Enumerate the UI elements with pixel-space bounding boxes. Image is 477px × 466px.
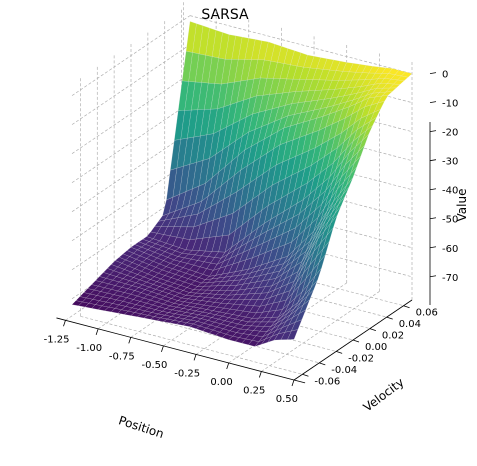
x-axis-label: Position [117, 413, 166, 441]
surface-cell [162, 196, 174, 216]
x-tick-mark [63, 320, 66, 327]
z-tick-mark [429, 217, 437, 220]
grid-line-z-left [71, 131, 191, 212]
grid-line-y-floor [114, 293, 337, 352]
y-tick-mark [386, 316, 393, 320]
x-tick-label: 0.50 [276, 394, 298, 405]
z-tick-mark [429, 101, 437, 104]
y-tick-mark [302, 373, 309, 377]
z-tick-mark [429, 130, 437, 133]
grid-line-z-back [189, 102, 413, 162]
grid-line-y-floor [130, 281, 354, 341]
x-tick-mark [95, 328, 99, 335]
z-tick-label: -40 [442, 186, 458, 197]
z-tick-label: -50 [442, 215, 458, 226]
y-tick-mark [352, 339, 360, 343]
grid-line-z-left [71, 102, 191, 183]
grid-line-z-left [71, 73, 191, 154]
grid-line-z-back [189, 218, 413, 278]
y-tick-label: 0.06 [416, 308, 438, 319]
y-tick-label: 0.00 [365, 342, 387, 353]
z-tick-label: -60 [442, 244, 458, 255]
grid-line-z-back [189, 131, 413, 191]
y-tick-label: -0.06 [314, 376, 340, 387]
y-tick-mark [319, 362, 326, 366]
z-tick-mark [429, 246, 437, 249]
y-tick-label: -0.02 [348, 353, 374, 364]
surface-cell [218, 234, 230, 253]
y-axis-label: Velocity [361, 375, 407, 415]
x-tick-mark [226, 362, 230, 370]
surface-cell [401, 71, 413, 78]
x-tick-label: -1.25 [44, 334, 70, 345]
z-tick-label: -70 [442, 273, 458, 284]
grid-line-y-floor [80, 315, 303, 375]
z-tick-label: -10 [442, 99, 458, 110]
y-tick-mark [369, 328, 376, 331]
grid-line-z-back [189, 15, 413, 74]
y-tick-label: -0.04 [331, 365, 357, 376]
grid-line-z-left [71, 15, 191, 96]
grid-line-y-floor [97, 304, 320, 364]
x-tick-mark [161, 345, 164, 353]
z-tick-label: -30 [442, 157, 458, 168]
z-tick-mark [429, 159, 437, 162]
y-tick-label: 0.04 [399, 319, 421, 330]
z-tick-mark [429, 72, 437, 75]
grid-line-z-back [189, 189, 413, 249]
z-tick-label: 0 [442, 70, 448, 81]
grid-line-z-back [189, 160, 413, 220]
x-tick-label: 0.00 [210, 377, 232, 388]
x-tick-mark [258, 371, 262, 378]
grid-line-z-left [71, 189, 191, 271]
grid-line-y-floor [147, 270, 370, 329]
z-tick-label: -20 [442, 128, 458, 139]
y-tick-mark [336, 351, 343, 354]
x-tick-mark [193, 354, 197, 361]
grid-line-z-back [189, 73, 413, 132]
z-axis-label: Value [455, 189, 469, 222]
x-tick-label: 0.25 [243, 386, 265, 397]
x-tick-mark [291, 379, 295, 387]
axis-layer: -1.25 -1.00 -0.75 -0.50 -0.25 0.00 0.25 0.50 -0.… [44, 70, 459, 405]
x-tick-label: -0.25 [174, 368, 200, 379]
grid-line-z-left [71, 44, 191, 125]
y-tick-mark [403, 305, 410, 309]
x-tick-mark [128, 337, 132, 344]
x-tick-label: -1.00 [76, 343, 102, 354]
grid-line-y-floor [164, 258, 387, 318]
grid-line-y-floor [181, 247, 404, 307]
y-tick-label: 0.02 [382, 331, 404, 342]
surface-layer [71, 21, 413, 347]
z-tick-mark [429, 188, 437, 191]
grid-line-z-left [71, 160, 191, 242]
x-tick-label: -0.75 [109, 351, 135, 362]
chart-title: SARSA [201, 7, 249, 23]
x-tick-label: -0.50 [142, 360, 168, 371]
z-tick-mark [429, 275, 437, 278]
